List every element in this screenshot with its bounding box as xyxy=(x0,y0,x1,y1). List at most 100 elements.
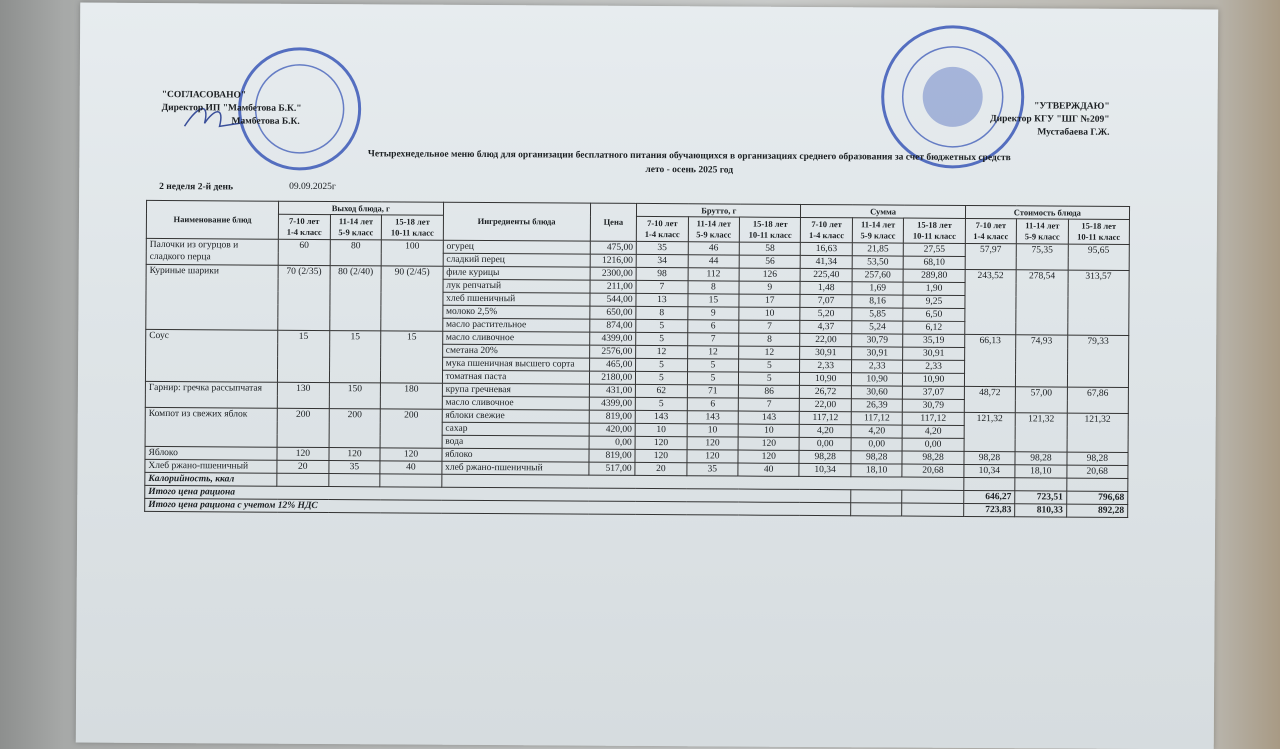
ingredient-name: сметана 20% xyxy=(442,344,590,359)
ingredient-sum: 117,12 xyxy=(799,411,852,425)
empty-cell xyxy=(850,489,903,504)
ingredient-brutto: 8 xyxy=(636,306,688,320)
total-row-value: 796,68 xyxy=(1066,491,1128,505)
ingredient-sum: 20,68 xyxy=(902,464,964,478)
ingredient-sum: 8,16 xyxy=(851,294,904,309)
ingredient-sum: 2,33 xyxy=(851,359,903,374)
dish-name: Куриные шарики xyxy=(145,264,279,331)
ingredient-sum: 30,79 xyxy=(902,399,965,413)
dish-cost: 79,33 xyxy=(1067,335,1129,388)
dish-yield: 180 xyxy=(380,382,443,410)
ingredient-brutto: 10 xyxy=(686,423,739,438)
header-age-group: 7-10 лет 1-4 класс xyxy=(278,214,331,240)
ingredient-brutto: 5 xyxy=(635,397,688,411)
class-label: 10-11 класс xyxy=(912,230,956,241)
dish-name: Соус xyxy=(145,329,278,383)
ingredient-price: 4399,00 xyxy=(588,397,636,411)
ingredient-brutto: 7 xyxy=(687,332,739,347)
header-age-group: 15-18 лет 10-11 класс xyxy=(903,218,966,244)
ingredient-brutto: 143 xyxy=(686,410,739,425)
ingredient-name: огурец xyxy=(442,240,590,255)
ingredient-brutto: 40 xyxy=(737,463,800,477)
ingredient-name: масло сливочное xyxy=(441,396,590,411)
ingredient-sum: 16,63 xyxy=(800,242,853,256)
header-age-group: 7-10 лет 1-4 класс xyxy=(965,218,1017,244)
class-label: 5-9 класс xyxy=(338,227,374,238)
ingredient-sum: 68,10 xyxy=(903,256,965,270)
ingredient-brutto: 120 xyxy=(635,449,687,463)
ingredient-brutto: 112 xyxy=(687,267,740,282)
dish-cost: 121,32 xyxy=(963,412,1016,452)
age-label: 15-18 лет xyxy=(395,216,430,227)
ingredient-sum: 30,91 xyxy=(851,346,904,361)
document-page: "СОГЛАСОВАНО" Директор ИП "Мамбетова Б.К… xyxy=(75,2,1219,749)
ingredient-sum: 1,48 xyxy=(800,281,852,295)
ingredient-sum: 26,72 xyxy=(799,385,852,399)
dish-cost: 75,35 xyxy=(1016,243,1068,271)
ingredient-price: 465,00 xyxy=(589,358,636,372)
ingredient-price: 4399,00 xyxy=(589,332,636,346)
header-age-group: 11-14 лет 5-9 класс xyxy=(687,216,740,243)
ingredient-sum: 21,85 xyxy=(852,242,904,257)
age-label: 11-14 лет xyxy=(860,219,896,230)
dish-cost: 10,34 xyxy=(963,464,1016,478)
ingredient-name: масло растительное xyxy=(442,318,590,333)
approval-right: "УТВЕРЖДАЮ" Директор КГУ "ШГ №209" Муста… xyxy=(959,100,1110,140)
approval-right-label: "УТВЕРЖДАЮ" xyxy=(1034,101,1110,112)
ingredient-name: лук репчатый xyxy=(442,279,590,294)
ingredient-name: хлеб пшеничный xyxy=(442,292,590,307)
dish-cost: 67,86 xyxy=(1066,387,1129,414)
header-cost: Стоимость блюда xyxy=(965,205,1130,220)
ingredient-sum: 117,12 xyxy=(851,411,903,426)
ingredient-brutto: 5 xyxy=(687,371,739,386)
ingredient-brutto: 6 xyxy=(686,397,739,412)
ingredient-brutto: 5 xyxy=(635,371,688,385)
ingredient-sum: 30,91 xyxy=(800,346,852,360)
ingredient-sum: 0,00 xyxy=(799,437,852,451)
document-title: Четырехнедельное меню блюд для организац… xyxy=(259,147,1119,180)
ingredient-sum: 6,50 xyxy=(903,308,965,322)
ingredient-sum: 0,00 xyxy=(902,438,964,452)
header-age-group: 11-14 лет 5-9 класс xyxy=(1016,218,1069,245)
dish-cost: 74,93 xyxy=(1015,334,1068,388)
dish-yield: 15 xyxy=(277,330,330,383)
header-age-group: 15-18 лет 10-11 класс xyxy=(739,217,801,243)
ingredient-price: 517,00 xyxy=(588,462,636,476)
dish-cost: 48,72 xyxy=(963,386,1016,413)
empty-cell xyxy=(902,503,964,517)
dish-cost: 313,57 xyxy=(1067,270,1130,336)
ingredient-price: 2576,00 xyxy=(589,345,636,359)
ingredient-sum: 4,37 xyxy=(800,320,852,334)
total-vat-row-value: 892,28 xyxy=(1066,504,1128,518)
dish-yield: 120 xyxy=(328,447,381,461)
dish-cost: 95,65 xyxy=(1067,244,1130,271)
ingredient-name: яблоки свежие xyxy=(441,409,589,424)
ingredient-brutto: 35 xyxy=(686,462,739,477)
total-row-value: 646,27 xyxy=(963,490,1015,504)
ingredient-brutto: 62 xyxy=(635,384,688,398)
ingredient-name: филе курицы xyxy=(442,266,590,281)
dish-yield: 150 xyxy=(328,382,381,409)
dish-yield: 80 xyxy=(329,239,382,266)
ingredient-sum: 2,33 xyxy=(799,359,852,373)
ingredient-sum: 1,90 xyxy=(903,282,965,296)
ingredient-brutto: 34 xyxy=(636,254,688,268)
header-price: Цена xyxy=(589,203,637,242)
ingredient-name: хлеб ржано-пшеничный xyxy=(441,461,589,476)
ingredient-name: молоко 2,5% xyxy=(442,305,590,320)
header-brutto: Брутто, г xyxy=(636,203,801,218)
dish-yield: 40 xyxy=(380,460,442,475)
age-label: 15-18 лет xyxy=(1081,220,1117,231)
ingredient-brutto: 12 xyxy=(635,345,688,359)
dish-yield: 120 xyxy=(380,447,442,462)
dish-name: Гарнир: гречка рассыпчатая xyxy=(145,381,278,409)
ingredient-price: 819,00 xyxy=(588,449,636,463)
ingredient-price: 819,00 xyxy=(588,410,636,424)
ingredient-sum: 30,79 xyxy=(851,333,904,348)
approval-left-name: Мамбетова Б.К. xyxy=(231,116,300,127)
class-label: 10-11 класс xyxy=(390,227,434,238)
ingredient-sum: 30,60 xyxy=(851,385,903,400)
ingredient-brutto: 120 xyxy=(738,450,800,464)
ingredient-sum: 41,34 xyxy=(800,255,853,269)
ingredient-brutto: 126 xyxy=(739,268,801,282)
